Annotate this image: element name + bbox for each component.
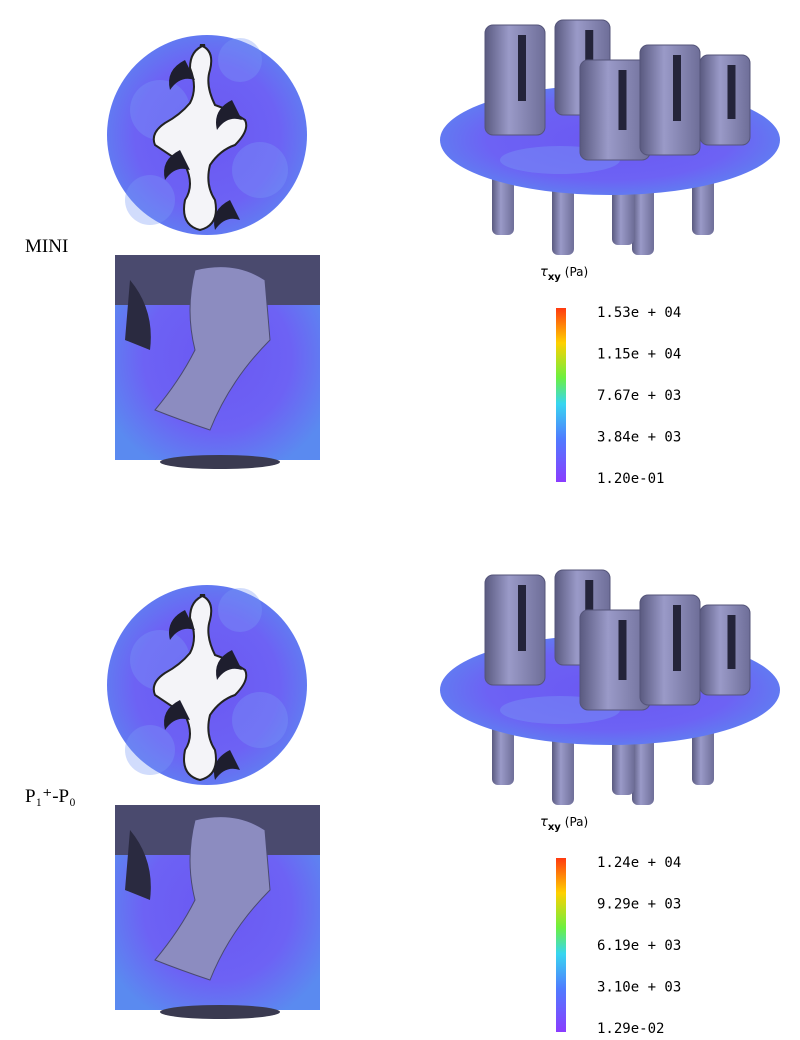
shade xyxy=(218,38,262,82)
upper-blade xyxy=(485,575,545,685)
colorbar-subscript: xy xyxy=(548,272,561,283)
side-view xyxy=(115,255,320,469)
shade xyxy=(232,692,288,748)
upper-blade xyxy=(640,45,700,155)
colorbar-subscript: xy xyxy=(548,822,561,833)
colorbar-tick-label: 3.10e + 03 xyxy=(597,980,681,996)
blade-dark xyxy=(518,585,526,651)
colorbar-unit: (Pa) xyxy=(565,265,588,279)
colorbar-tick-label: 1.53e + 04 xyxy=(597,305,681,321)
colorbar-symbol: τ xyxy=(540,815,548,830)
bottom xyxy=(160,1005,280,1019)
shade xyxy=(125,175,175,225)
colorbar-unit: (Pa) xyxy=(565,815,588,829)
blade-dark xyxy=(673,55,681,121)
perspective-view xyxy=(440,570,780,805)
top-view xyxy=(107,35,307,235)
colorbar: τxy (Pa) 1.24e + 04 9.29e + 03 6.19e + 03 3.1… xyxy=(540,815,681,1037)
colorbar-tick-label: 1.20e-01 xyxy=(597,471,664,487)
colorbar-title: τxy (Pa) xyxy=(540,265,588,283)
perspective-view xyxy=(440,20,780,255)
blade-dark xyxy=(673,605,681,671)
blade-dark xyxy=(728,65,736,119)
colorbar-title: τxy (Pa) xyxy=(540,815,588,833)
figure: MINIτxy(Pa)1.53e + 041.15e + 047.67e + 0… xyxy=(0,0,800,1040)
colorbar-tick-label: 7.67e + 03 xyxy=(597,388,681,404)
shade xyxy=(232,142,288,198)
shade xyxy=(125,725,175,775)
case-label: MINI xyxy=(25,236,68,257)
colorbar: τxy (Pa) 1.53e + 04 1.15e + 04 7.67e + 03 3.8… xyxy=(540,265,681,487)
side-view xyxy=(115,805,320,1019)
upper-blade xyxy=(640,595,700,705)
colorbar-tick-label: 6.19e + 03 xyxy=(597,938,681,954)
upper-blade xyxy=(700,605,750,695)
colorbar-tick-label: 1.15e + 04 xyxy=(597,347,681,363)
colorbar-tick-label: 3.84e + 03 xyxy=(597,430,681,446)
blade-dark xyxy=(518,35,526,101)
colorbar-gradient xyxy=(556,308,566,482)
case-label: P₁⁺-P₀ xyxy=(25,786,76,807)
top-view xyxy=(107,585,307,785)
colorbar-tick-label: 1.29e-02 xyxy=(597,1021,664,1037)
bottom xyxy=(160,455,280,469)
colorbar-tick-label: 1.24e + 04 xyxy=(597,855,681,871)
panel: MINI τxy (Pa) 1.53e + 04 1.15e + 04 7.67e + 0… xyxy=(25,20,780,487)
panel: P₁⁺-P₀ τxy (Pa) 1.24e + 04 9.29e + 03 6.19e +… xyxy=(25,570,780,1037)
colorbar-symbol: τ xyxy=(540,265,548,280)
upper-blade xyxy=(700,55,750,145)
blade-dark xyxy=(728,615,736,669)
blade-dark xyxy=(619,70,627,130)
colorbar-tick-label: 9.29e + 03 xyxy=(597,897,681,913)
blade-dark xyxy=(619,620,627,680)
upper-blade xyxy=(485,25,545,135)
shade xyxy=(218,588,262,632)
colorbar-gradient xyxy=(556,858,566,1032)
